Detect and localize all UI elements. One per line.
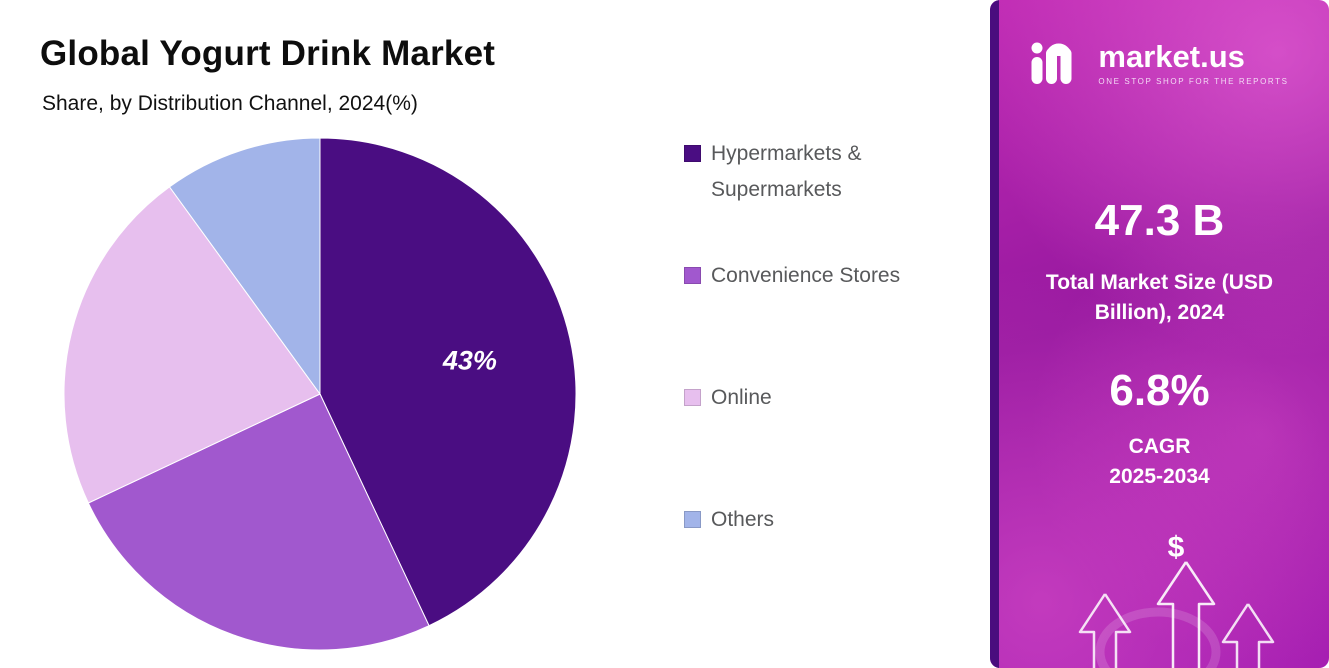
pie-slice-1 (87, 393, 430, 651)
legend-label: Online (711, 386, 772, 409)
logo-text-wrap: market.us ONE STOP SHOP FOR THE REPORTS (1098, 41, 1288, 86)
pie-slice-2 (63, 186, 321, 504)
logo-tagline: ONE STOP SHOP FOR THE REPORTS (1098, 76, 1289, 86)
pie-slice-0 (319, 137, 577, 627)
legend-swatch-convenience-stores (684, 267, 701, 284)
pie-chart-container: 43% (58, 132, 582, 656)
market-size-label: Total Market Size (USD Billion), 2024 (1045, 271, 1274, 325)
dollar-sign: $ (1167, 531, 1185, 564)
cagr-value: 6.8% (1109, 366, 1210, 415)
pie-value-label: 43% (442, 346, 497, 376)
chart-area: Global Yogurt Drink Market Share, by Dis… (40, 34, 934, 656)
logo-text: market.us (1098, 38, 1245, 74)
legend-item-online: Online (684, 380, 934, 502)
legend-label: Others (711, 508, 775, 531)
legend-label: Convenience Stores (711, 264, 901, 287)
legend-swatch-others (684, 511, 701, 528)
legend-swatch-hypermarkets (684, 145, 701, 162)
cagr-label: CAGR 2025-2034 (1020, 432, 1299, 493)
cagr-period: 2025-2034 (1109, 465, 1210, 489)
legend-swatch-online (684, 389, 701, 406)
legend-label: Hypermarkets & Supermarkets (711, 142, 862, 201)
legend-item-convenience-stores: Convenience Stores (684, 258, 934, 380)
cagr-label-text: CAGR (1128, 435, 1191, 458)
legend-item-hypermarkets: Hypermarkets & Supermarkets (684, 136, 934, 258)
page-title: Global Yogurt Drink Market (40, 34, 496, 73)
growth-arrows-icon (1078, 561, 1275, 668)
market-size-value: 47.3 B (1094, 196, 1225, 245)
chart-subtitle: Share, by Distribution Channel, 2024(%) (42, 92, 418, 115)
panel-accent-strip (990, 0, 999, 668)
pie-slice-3 (168, 137, 321, 396)
market-us-logo-icon (1031, 42, 1072, 84)
market-us-logo: market.us ONE STOP SHOP FOR THE REPORTS (990, 40, 1329, 86)
brand-panel: market.us ONE STOP SHOP FOR THE REPORTS … (990, 0, 1329, 668)
legend-item-others: Others (684, 502, 934, 624)
legend: Hypermarkets & Supermarkets Convenience … (684, 136, 934, 624)
pie-chart: 43% (63, 137, 577, 651)
